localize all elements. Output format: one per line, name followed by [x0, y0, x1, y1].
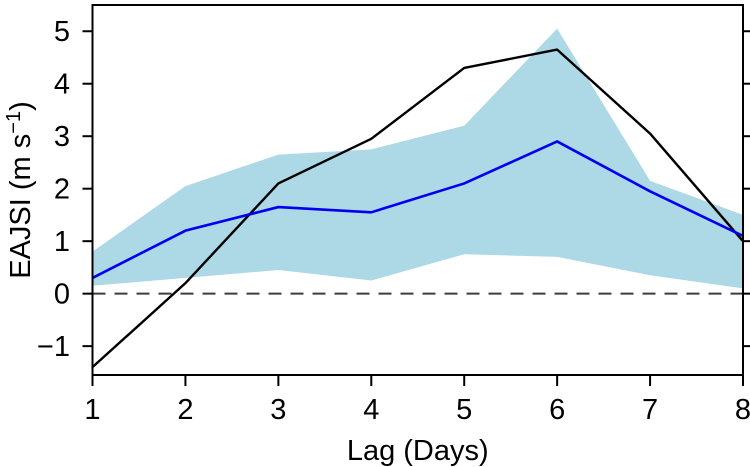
x-tick-label: 8 [735, 394, 750, 426]
black-line-series [91, 48, 744, 369]
blue-line-series [91, 140, 744, 280]
x-axis-title: Lag (Days) [347, 435, 489, 467]
x-tick-label: 7 [642, 394, 658, 426]
y-tick-label: 1 [54, 226, 70, 258]
y-tick-label: 3 [54, 121, 70, 153]
y-tick-label: 4 [54, 69, 70, 101]
x-tick-label: 4 [363, 394, 379, 426]
y-tick-label: 5 [54, 16, 70, 48]
y-tick-label: −1 [37, 331, 70, 363]
y-axis-title: EAJSI (m s−1) [3, 101, 37, 279]
x-tick-label: 5 [456, 394, 472, 426]
y-tick-label: 0 [54, 279, 70, 311]
x-tick-label: 6 [549, 394, 565, 426]
x-tick-label: 1 [84, 394, 100, 426]
y-tick-label: 2 [54, 174, 70, 206]
plot-area: 1 2 3 4 5 6 7 8 −1 0 1 2 3 4 5 [37, 4, 750, 426]
plot-border [91, 4, 744, 376]
x-tick-label: 3 [270, 394, 286, 426]
x-tick-label: 2 [177, 394, 193, 426]
confidence-band [92, 28, 743, 289]
